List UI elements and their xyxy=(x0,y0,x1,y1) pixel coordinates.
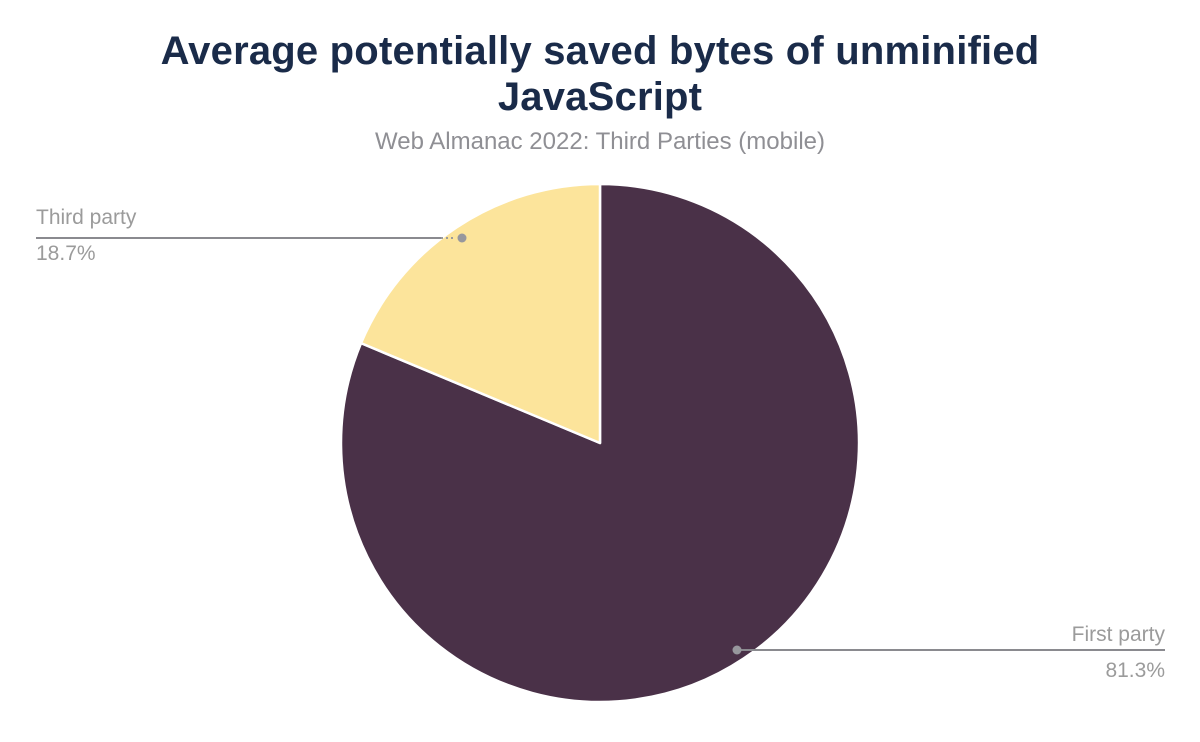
chart-subtitle: Web Almanac 2022: Third Parties (mobile) xyxy=(375,128,825,155)
first-party-anchor-dot xyxy=(732,645,742,655)
chart-title: Average potentially saved bytes of unmin… xyxy=(160,29,1040,119)
third-party-anchor-dot xyxy=(457,233,467,243)
pie-slices xyxy=(339,182,861,704)
pie-slice-third-party xyxy=(359,182,602,445)
first-party-percent: 81.3% xyxy=(1105,659,1165,682)
callout-third-party: Third party 18.7% xyxy=(36,205,136,266)
callout-connectors xyxy=(36,233,1165,655)
third-party-label: Third party xyxy=(36,206,137,229)
third-party-percent: 18.7% xyxy=(36,242,96,265)
first-party-label: First party xyxy=(1071,623,1165,646)
callout-first-party: First party 81.3% xyxy=(1072,622,1165,683)
